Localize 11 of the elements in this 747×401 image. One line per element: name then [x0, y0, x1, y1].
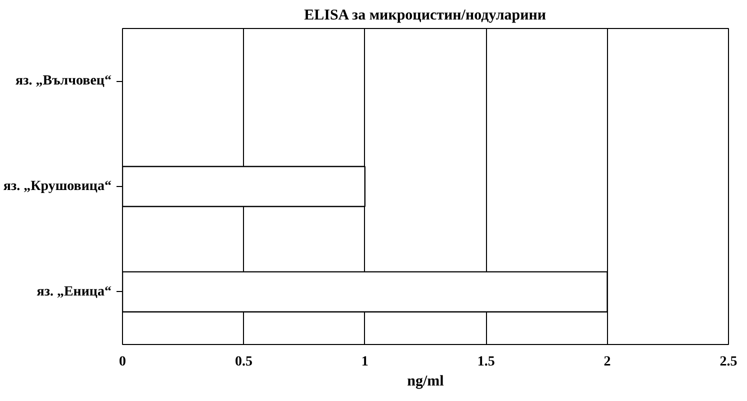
x-tick-label: 0	[119, 354, 126, 370]
y-tick-label: яз. „Вълчовец“	[16, 74, 112, 89]
x-tick-label: 0.5	[234, 354, 252, 370]
x-tick-label: 1.5	[477, 354, 495, 370]
x-tick-label: 2.5	[720, 354, 738, 370]
y-tick-label: яз. „Еница“	[36, 284, 112, 300]
x-tick-label: 2	[604, 354, 611, 370]
y-tick-label: яз. „Крушовица“	[3, 179, 112, 194]
chart-title: ELISA за микроцистин/нодуларини	[304, 8, 546, 24]
x-axis-title: ng/ml	[407, 374, 444, 390]
x-tick-label: 1	[361, 354, 368, 370]
